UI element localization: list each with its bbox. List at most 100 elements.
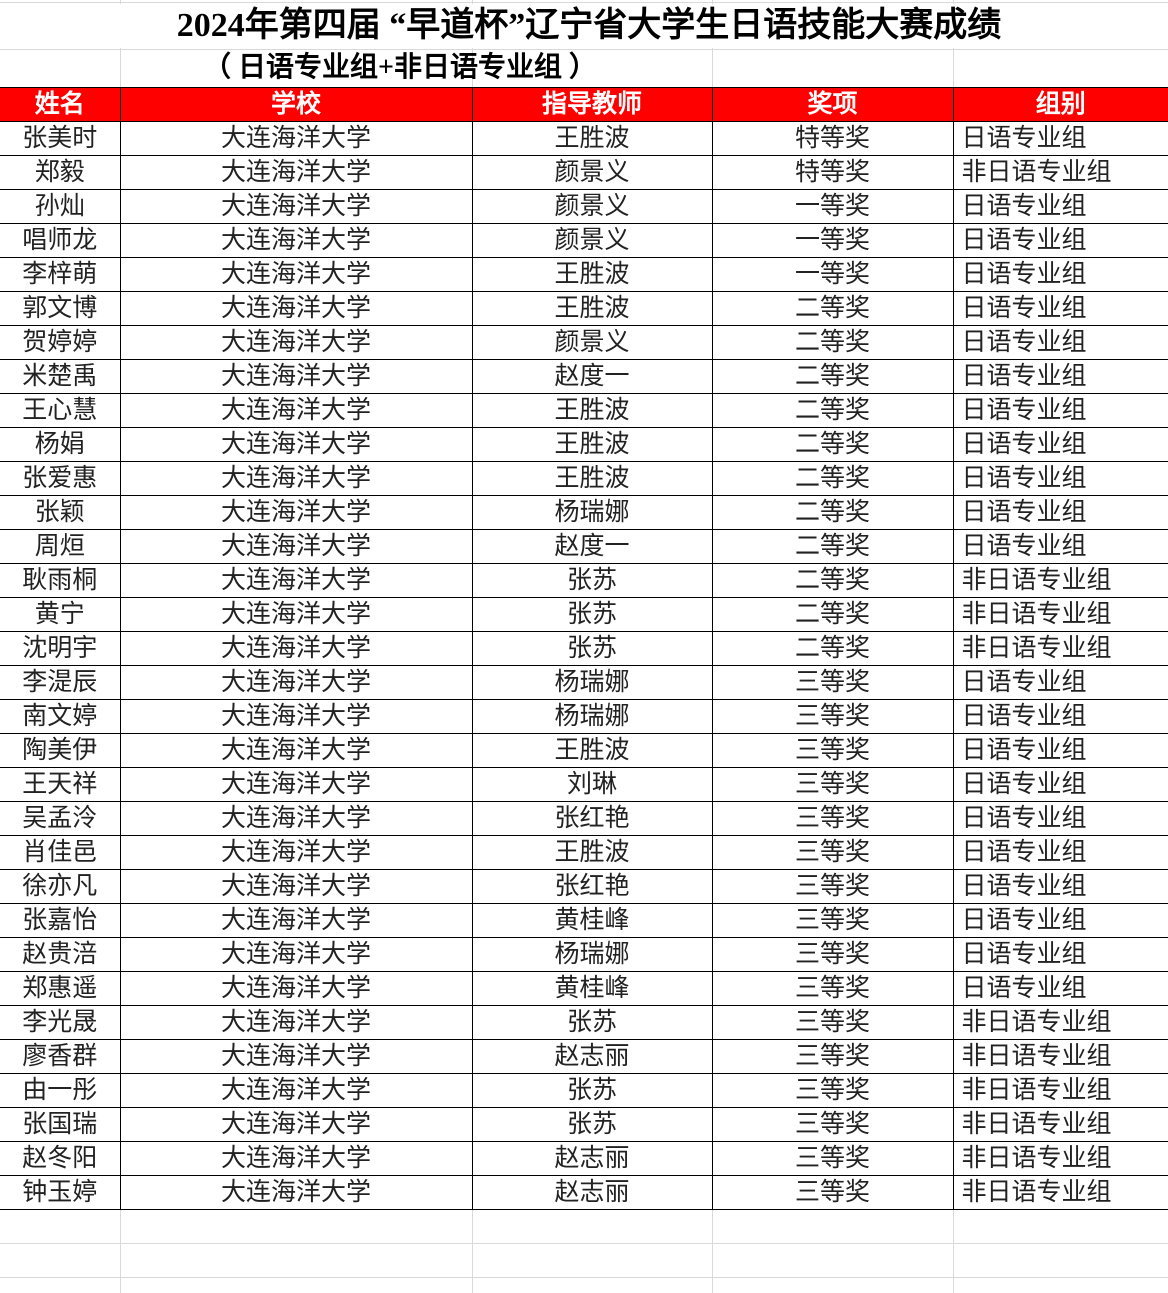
cell-award[interactable]: 二等奖 [711,597,954,632]
cell-school[interactable]: 大连海洋大学 [119,155,473,190]
cell-name[interactable]: 李光晟 [0,1005,121,1040]
cell-school[interactable]: 大连海洋大学 [119,631,473,666]
cell-award[interactable]: 三等奖 [711,835,954,870]
cell-award[interactable]: 一等奖 [711,223,954,258]
cell-group[interactable]: 日语专业组 [952,291,1168,326]
cell-name[interactable]: 黄宁 [0,597,121,632]
cell-teacher[interactable]: 赵志丽 [471,1175,713,1210]
cell-award[interactable]: 特等奖 [711,121,954,156]
cell-name[interactable]: 郑毅 [0,155,121,190]
cell-award[interactable]: 二等奖 [711,325,954,360]
cell-name[interactable]: 廖香群 [0,1039,121,1074]
cell-award[interactable]: 三等奖 [711,1175,954,1210]
cell-name[interactable]: 沈明宇 [0,631,121,666]
cell-group[interactable]: 非日语专业组 [952,1039,1168,1074]
cell-award[interactable]: 三等奖 [711,1039,954,1074]
cell-school[interactable]: 大连海洋大学 [119,393,473,428]
cell-award[interactable]: 三等奖 [711,903,954,938]
cell-teacher[interactable]: 王胜波 [471,427,713,462]
cell-award[interactable]: 二等奖 [711,495,954,530]
cell-award[interactable]: 三等奖 [711,1005,954,1040]
cell-name[interactable]: 由一彤 [0,1073,121,1108]
cell-name[interactable]: 赵贵涪 [0,937,121,972]
cell-school[interactable]: 大连海洋大学 [119,1005,473,1040]
cell-group[interactable]: 日语专业组 [952,427,1168,462]
cell-teacher[interactable]: 杨瑞娜 [471,665,713,700]
cell-name[interactable]: 米楚禹 [0,359,121,394]
cell-name[interactable]: 张嘉怡 [0,903,121,938]
cell-name[interactable]: 徐亦凡 [0,869,121,904]
cell-teacher[interactable]: 杨瑞娜 [471,937,713,972]
cell-group[interactable]: 日语专业组 [952,665,1168,700]
cell-teacher[interactable]: 张苏 [471,597,713,632]
cell-teacher[interactable]: 赵志丽 [471,1039,713,1074]
cell-school[interactable]: 大连海洋大学 [119,903,473,938]
cell-group[interactable]: 日语专业组 [952,461,1168,496]
cell-name[interactable]: 钟玉婷 [0,1175,121,1210]
cell-name[interactable]: 张颖 [0,495,121,530]
cell-school[interactable]: 大连海洋大学 [119,529,473,564]
cell-award[interactable]: 二等奖 [711,529,954,564]
cell-name[interactable]: 张国瑞 [0,1107,121,1142]
cell-group[interactable]: 非日语专业组 [952,1005,1168,1040]
cell-school[interactable]: 大连海洋大学 [119,971,473,1006]
cell-name[interactable]: 耿雨桐 [0,563,121,598]
cell-award[interactable]: 二等奖 [711,631,954,666]
cell-award[interactable]: 三等奖 [711,1107,954,1142]
cell-name[interactable]: 郭文博 [0,291,121,326]
cell-award[interactable]: 三等奖 [711,1073,954,1108]
cell-group[interactable]: 非日语专业组 [952,597,1168,632]
cell-award[interactable]: 三等奖 [711,801,954,836]
cell-group[interactable]: 日语专业组 [952,801,1168,836]
cell-school[interactable]: 大连海洋大学 [119,257,473,292]
header-award[interactable]: 奖项 [711,87,954,122]
cell-group[interactable]: 非日语专业组 [952,1141,1168,1176]
cell-teacher[interactable]: 王胜波 [471,121,713,156]
cell-school[interactable]: 大连海洋大学 [119,835,473,870]
cell-school[interactable]: 大连海洋大学 [119,1073,473,1108]
cell-group[interactable]: 非日语专业组 [952,1175,1168,1210]
cell-group[interactable]: 非日语专业组 [952,1073,1168,1108]
cell-school[interactable]: 大连海洋大学 [119,359,473,394]
cell-teacher[interactable]: 颜景义 [471,325,713,360]
cell-school[interactable]: 大连海洋大学 [119,665,473,700]
cell-group[interactable]: 非日语专业组 [952,563,1168,598]
cell-school[interactable]: 大连海洋大学 [119,733,473,768]
cell-teacher[interactable]: 张苏 [471,563,713,598]
cell-award[interactable]: 三等奖 [711,869,954,904]
cell-group[interactable]: 日语专业组 [952,393,1168,428]
cell-name[interactable]: 张爱惠 [0,461,121,496]
cell-award[interactable]: 二等奖 [711,563,954,598]
cell-teacher[interactable]: 张红艳 [471,801,713,836]
cell-name[interactable]: 李湜辰 [0,665,121,700]
cell-school[interactable]: 大连海洋大学 [119,767,473,802]
cell-teacher[interactable]: 张红艳 [471,869,713,904]
cell-name[interactable]: 贺婷婷 [0,325,121,360]
cell-teacher[interactable]: 王胜波 [471,835,713,870]
cell-group[interactable]: 日语专业组 [952,699,1168,734]
cell-teacher[interactable]: 颜景义 [471,189,713,224]
cell-teacher[interactable]: 杨瑞娜 [471,699,713,734]
header-school[interactable]: 学校 [119,87,473,122]
cell-name[interactable]: 陶美伊 [0,733,121,768]
cell-award[interactable]: 三等奖 [711,665,954,700]
header-name[interactable]: 姓名 [0,87,121,122]
cell-teacher[interactable]: 赵度一 [471,359,713,394]
cell-teacher[interactable]: 张苏 [471,1005,713,1040]
header-teacher[interactable]: 指导教师 [471,87,713,122]
cell-school[interactable]: 大连海洋大学 [119,291,473,326]
cell-teacher[interactable]: 王胜波 [471,257,713,292]
cell-award[interactable]: 一等奖 [711,257,954,292]
cell-group[interactable]: 日语专业组 [952,257,1168,292]
cell-school[interactable]: 大连海洋大学 [119,597,473,632]
cell-award[interactable]: 二等奖 [711,359,954,394]
cell-award[interactable]: 二等奖 [711,393,954,428]
cell-group[interactable]: 非日语专业组 [952,155,1168,190]
cell-group[interactable]: 非日语专业组 [952,631,1168,666]
cell-teacher[interactable]: 颜景义 [471,155,713,190]
cell-group[interactable]: 日语专业组 [952,971,1168,1006]
cell-award[interactable]: 三等奖 [711,937,954,972]
cell-teacher[interactable]: 张苏 [471,1107,713,1142]
cell-name[interactable]: 杨娟 [0,427,121,462]
cell-name[interactable]: 张美时 [0,121,121,156]
